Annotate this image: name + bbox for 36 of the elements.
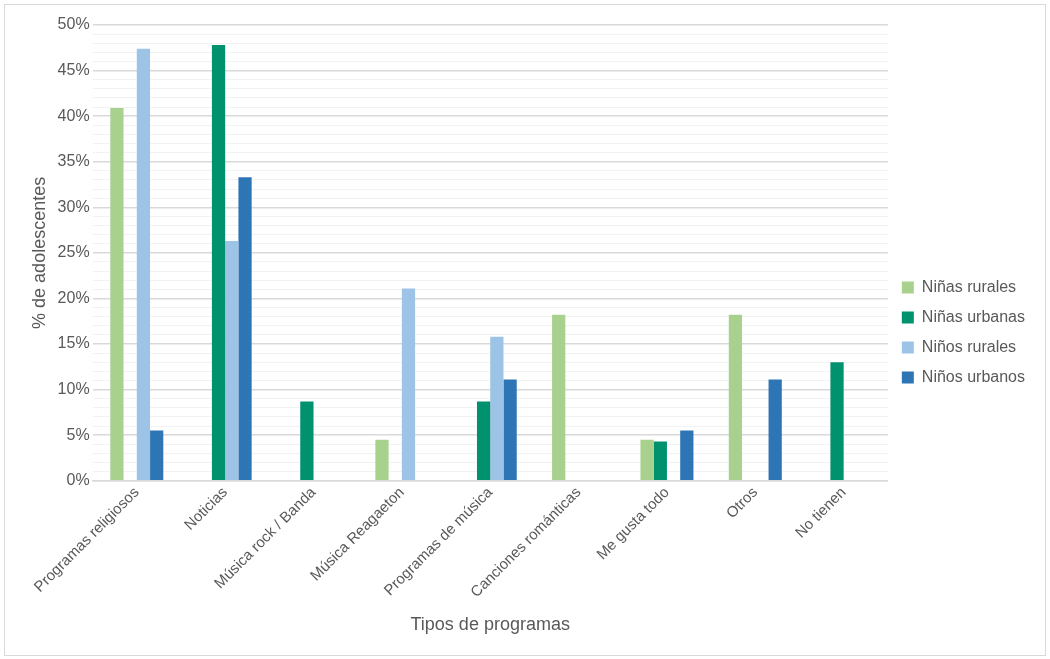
y-tick-label: 35%: [57, 152, 90, 170]
y-tick-label: 0%: [66, 471, 90, 489]
bar: [225, 241, 239, 480]
legend-label: Niñas urbanas: [921, 307, 1025, 325]
bar: [768, 379, 782, 480]
bar: [653, 441, 667, 480]
bar: [490, 336, 504, 480]
y-tick-label: 30%: [57, 197, 90, 215]
bar: [401, 288, 416, 480]
y-tick-label: 25%: [57, 243, 90, 261]
bar: [503, 379, 517, 480]
y-tick-label: 50%: [57, 15, 90, 33]
bar: [300, 401, 314, 480]
bar: [375, 439, 389, 480]
legend-label: Niñas rurales: [921, 277, 1017, 295]
bar: [640, 439, 654, 480]
bar: [150, 430, 164, 480]
legend-label: Niños rurales: [921, 337, 1017, 355]
y-tick-label: 10%: [57, 379, 90, 397]
y-tick-label: 45%: [57, 60, 90, 78]
bar: [728, 314, 743, 480]
y-axis-title: % de adolescentes: [28, 176, 49, 329]
bar: [552, 314, 566, 480]
y-tick-label: 5%: [66, 425, 90, 443]
bar: [476, 401, 491, 480]
bar: [136, 48, 151, 480]
bar: [211, 45, 226, 480]
legend-label: Niños urbanos: [921, 367, 1025, 385]
y-tick-label: 20%: [57, 288, 90, 306]
bar: [830, 362, 844, 480]
y-tick-label: 15%: [57, 334, 90, 352]
x-axis-title: Tipos de programas: [410, 614, 570, 635]
bar: [110, 107, 124, 480]
y-tick-label: 40%: [57, 106, 90, 124]
bar: [238, 177, 252, 480]
bar: [680, 430, 694, 480]
